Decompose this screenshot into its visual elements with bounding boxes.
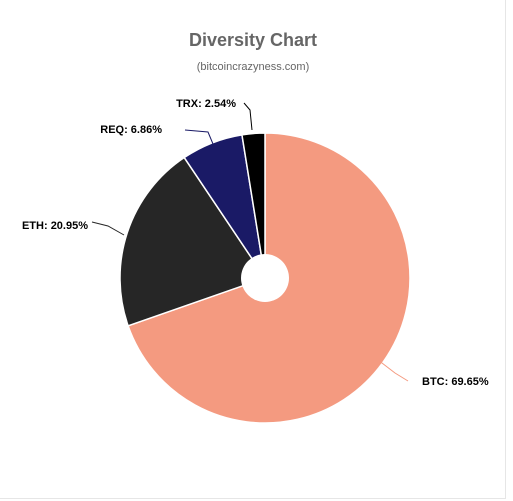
leader-line-req — [184, 129, 214, 145]
data-label-trx: TRX: 2.54% — [176, 98, 236, 110]
donut-hole — [241, 254, 289, 302]
leader-line-eth — [91, 221, 125, 236]
leader-line-trx — [243, 102, 253, 131]
data-label-eth: ETH: 20.95% — [22, 220, 88, 232]
pie-slice-eth[interactable] — [119, 156, 267, 327]
data-label-req: REQ: 6.86% — [100, 124, 162, 136]
data-label-btc: BTC: 69.65% — [422, 376, 489, 388]
chart-subtitle: (bitcoincrazyness.com) — [196, 61, 310, 73]
chart-title: Diversity Chart — [188, 30, 318, 50]
pie-slice-trx[interactable] — [241, 132, 266, 279]
leader-line-btc — [377, 359, 409, 382]
